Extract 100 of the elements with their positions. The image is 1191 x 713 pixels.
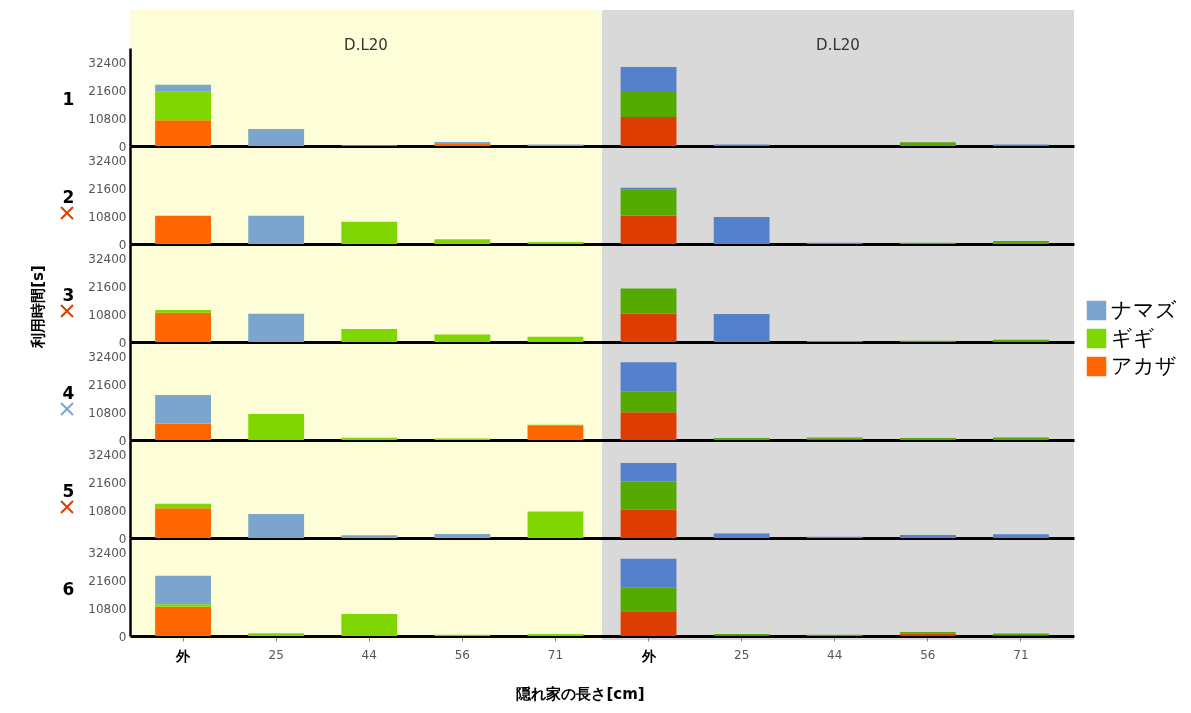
- x-tick-label: 56: [920, 647, 936, 662]
- bar: [155, 508, 211, 538]
- bar: [620, 509, 677, 538]
- bar: [248, 513, 305, 538]
- bar: [527, 426, 584, 440]
- bar: [155, 120, 211, 146]
- y-tick-label: 10800: [88, 111, 127, 126]
- x-tick-label: 71: [547, 647, 564, 662]
- bar: [620, 558, 677, 588]
- y-axis-title: 2: [62, 186, 75, 207]
- x-tick-label: 71: [1013, 647, 1029, 662]
- y-tick-label: 0: [118, 335, 127, 350]
- bar: [434, 534, 491, 538]
- bar: [620, 92, 677, 117]
- x-tick-label: 外: [175, 647, 192, 664]
- bar: [620, 288, 677, 314]
- y-tick-label: 32400: [88, 545, 127, 560]
- bar: [527, 241, 584, 244]
- x-tick-label: 44: [827, 647, 843, 662]
- x-tick-label: 25: [734, 647, 750, 662]
- bar: [713, 437, 770, 440]
- bar: [434, 239, 491, 244]
- bar: [899, 437, 956, 440]
- bar: [620, 313, 677, 342]
- y-tick-label: 21600: [88, 279, 127, 294]
- y-axis-title: 1: [62, 88, 75, 109]
- y-tick-label: 32400: [88, 251, 127, 266]
- bar: [155, 215, 211, 244]
- y-tick-label: 0: [118, 629, 127, 644]
- bar: [713, 314, 770, 342]
- x-tick-label: 56: [454, 647, 470, 662]
- bar: [527, 336, 584, 342]
- y-axis-title: 6: [62, 578, 75, 599]
- bar: [620, 587, 677, 612]
- y-tick-label: 21600: [88, 181, 127, 196]
- bar: [993, 437, 1049, 440]
- y-tick-label: 10800: [88, 503, 127, 518]
- bar: [155, 91, 211, 121]
- bar: [248, 414, 305, 440]
- bar: [155, 575, 211, 605]
- x-tick-label: 44: [361, 647, 377, 662]
- bar: [620, 463, 677, 482]
- x-tick-label: 25: [268, 647, 284, 662]
- legend-label: ギギ: [1111, 325, 1155, 350]
- y-tick-label: 32400: [88, 55, 127, 70]
- y-axis-title: 5: [62, 480, 75, 501]
- bar: [620, 391, 677, 413]
- y-tick-label: 21600: [88, 573, 127, 588]
- bar: [899, 534, 956, 538]
- y-tick-label: 0: [118, 433, 127, 448]
- bar: [993, 534, 1049, 538]
- y-tick-label: 0: [118, 139, 127, 154]
- bar: [155, 503, 211, 509]
- bar: [155, 394, 211, 423]
- bar: [341, 221, 398, 244]
- bar: [620, 412, 677, 440]
- bar: [248, 313, 305, 342]
- bar: [620, 66, 677, 93]
- y-tick-label: 21600: [88, 83, 127, 98]
- bar: [155, 312, 211, 342]
- y-tick-label: 32400: [88, 153, 127, 168]
- y-tick-label: 10800: [88, 601, 127, 616]
- annotation: D.L20: [343, 36, 389, 54]
- bar: [899, 142, 956, 146]
- text: 利用時間[s]: [28, 264, 48, 350]
- bar: [248, 215, 305, 244]
- annotation: D.L20: [815, 36, 861, 54]
- bar: [620, 116, 677, 146]
- bar: [620, 481, 677, 510]
- bar: [620, 215, 677, 244]
- bar: [620, 187, 677, 190]
- y-tick-label: 21600: [88, 475, 127, 490]
- bar: [155, 423, 211, 440]
- bar: [341, 329, 398, 342]
- bar: [527, 511, 584, 538]
- bar: [620, 189, 677, 216]
- bar: [527, 633, 584, 636]
- bar: [434, 334, 491, 342]
- bar: [713, 533, 770, 538]
- bar: [341, 613, 398, 636]
- y-tick-label: 32400: [88, 349, 127, 364]
- bar: [713, 217, 770, 244]
- bar: [993, 240, 1049, 244]
- y-tick-label: 10800: [88, 209, 127, 224]
- bar: [248, 633, 305, 636]
- x-tick-label: 外: [640, 647, 657, 664]
- bar: [248, 128, 305, 146]
- y-tick-label: 0: [118, 237, 127, 252]
- bar: [155, 604, 211, 607]
- y-axis-title: 3: [62, 284, 75, 305]
- legend-label: アカザ: [1111, 353, 1177, 378]
- y-tick-label: 0: [118, 531, 127, 546]
- x-axis-title: 隠れ家の長さ[cm]: [516, 684, 645, 703]
- bar: [341, 535, 398, 538]
- y-axis-title: 4: [62, 382, 75, 403]
- legend-label: ナマズ: [1111, 297, 1177, 322]
- bar: [620, 362, 677, 392]
- bar: [155, 310, 211, 313]
- y-tick-label: 10800: [88, 405, 127, 420]
- y-tick-label: 10800: [88, 307, 127, 322]
